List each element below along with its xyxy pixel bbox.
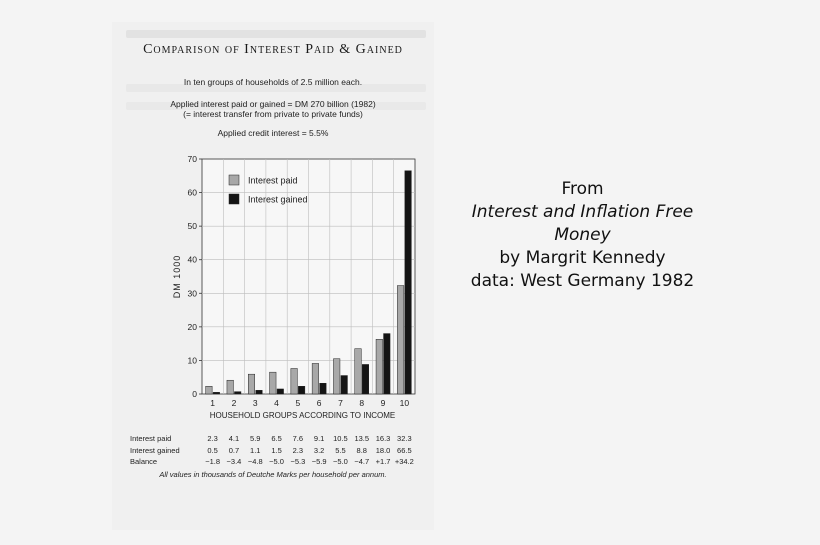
table-cell: 3.2: [313, 445, 325, 455]
x-tick-label: 2: [232, 398, 237, 408]
table-cell: 2.3: [207, 434, 218, 443]
x-tick-label: 8: [359, 398, 364, 408]
table-cell: 9.1: [313, 434, 325, 443]
y-tick-label: 40: [188, 255, 198, 265]
bar-interest-gained: [404, 170, 412, 395]
caption-line-from: From: [561, 179, 604, 199]
bar-interest-gained: [234, 391, 242, 395]
table-cell: −1.8: [205, 457, 221, 466]
x-axis-label: HOUSEHOLD GROUPS ACCORDING TO INCOME: [210, 411, 396, 420]
bar-interest-paid: [205, 386, 213, 395]
table-cell: 5.5: [335, 445, 346, 455]
table-cell: 0.5: [207, 445, 218, 455]
bar-interest-gained: [319, 383, 327, 395]
bar-interest-paid: [311, 363, 319, 395]
table-cell: 4.1: [228, 434, 240, 443]
table-cell: −4.8: [247, 457, 263, 466]
table-cell: −5.0: [333, 457, 348, 466]
caption-book-title-1: Interest and Inflation Free: [471, 202, 694, 222]
chart-title: Comparison of Interest Paid & Gained: [143, 42, 403, 57]
table-cell: 8.8: [356, 445, 367, 455]
bar-interest-gained: [362, 364, 369, 395]
bar-interest-gained: [340, 375, 348, 395]
table-row-label: Balance: [130, 457, 158, 466]
table-cell: 1.5: [271, 445, 282, 455]
table-cell: −5.3: [290, 457, 306, 466]
caption-author: by Margrit Kennedy: [499, 248, 666, 268]
x-tick-label: 9: [381, 398, 386, 408]
caption-book-title-2: Money: [554, 225, 611, 245]
table-cell: 6.5: [271, 434, 282, 443]
table-cell: −4.7: [354, 457, 370, 466]
x-tick-label: 4: [274, 398, 279, 408]
chart-subtitle-3: (= interest transfer from private to pri…: [183, 109, 363, 119]
y-tick-label: 50: [188, 221, 198, 231]
legend-swatch: [228, 174, 240, 186]
y-tick-label: 30: [188, 288, 198, 298]
bar-interest-gained: [276, 388, 284, 395]
scanned-page: Comparison of Interest Paid & Gained In …: [112, 22, 434, 530]
chart-footnote: All values in thousands of Deutche Marks…: [159, 470, 387, 479]
y-tick-label: 70: [188, 154, 198, 164]
table-cell: 7.6: [292, 434, 304, 443]
table-cell: 32.3: [397, 434, 412, 443]
x-tick-label: 5: [295, 398, 300, 408]
y-tick-label: 10: [188, 355, 198, 365]
bar-interest-paid: [269, 371, 277, 395]
caption-data-source: data: West Germany 1982: [470, 271, 695, 291]
bar-chart: 0 10 20 30 40 50 60 70 DM 1000 1 2 3 4 5 6 7 8 9 10 HOUSEHO…: [172, 154, 416, 420]
chart-subtitle-1: In ten groups of households of 2.5 milli…: [183, 77, 363, 87]
x-tick-label: 10: [400, 398, 410, 408]
bar-interest-gained: [212, 392, 220, 395]
table-row-label: Interest paid: [130, 434, 172, 443]
table-cell: +34.2: [394, 457, 414, 466]
table-cell: 10.5: [333, 434, 348, 443]
x-tick-label: 6: [317, 398, 322, 408]
table-row-label: Interest gained: [130, 445, 180, 455]
bar-interest-gained: [298, 386, 306, 395]
legend-swatch: [228, 193, 240, 205]
table-cell: 13.5: [354, 434, 370, 443]
y-axis-label: DM 1000: [172, 255, 182, 299]
y-tick-label: 60: [188, 188, 198, 198]
table-cell: 18.0: [375, 445, 391, 455]
x-tick-label: 7: [338, 398, 343, 408]
bar-interest-gained: [255, 390, 263, 395]
table-cell: +1.7: [375, 457, 391, 466]
legend-label: Interest paid: [248, 176, 298, 186]
bar-interest-paid: [226, 379, 234, 395]
table-cell: 5.9: [250, 434, 261, 443]
x-tick-label: 1: [210, 398, 215, 408]
table-cell: 2.3: [292, 445, 304, 455]
bar-interest-paid: [397, 285, 405, 395]
bar-interest-gained: [383, 333, 391, 395]
table-cell: 0.7: [228, 445, 240, 455]
table-cell: 16.3: [375, 434, 391, 443]
caption: From Interest and Inflation Free Money b…: [445, 178, 720, 293]
bar-interest-paid: [354, 348, 362, 395]
y-tick-label: 20: [188, 322, 198, 332]
x-tick-label: 3: [253, 398, 258, 408]
chart-subtitle-2: Applied interest paid or gained = DM 270…: [170, 99, 376, 109]
table-cell: −5.0: [269, 457, 284, 466]
legend-label: Interest gained: [248, 195, 308, 205]
bar-interest-paid: [290, 368, 298, 395]
table-cell: −3.4: [226, 457, 242, 466]
bar-interest-paid: [375, 339, 383, 395]
bar-interest-paid: [248, 373, 255, 395]
chart-subtitle-4: Applied credit interest = 5.5%: [217, 128, 329, 138]
table-cell: 66.5: [397, 445, 412, 455]
table-cell: −5.9: [311, 457, 327, 466]
bar-interest-paid: [333, 358, 341, 395]
y-tick-label: 0: [192, 389, 197, 399]
table-cell: 1.1: [250, 445, 261, 455]
